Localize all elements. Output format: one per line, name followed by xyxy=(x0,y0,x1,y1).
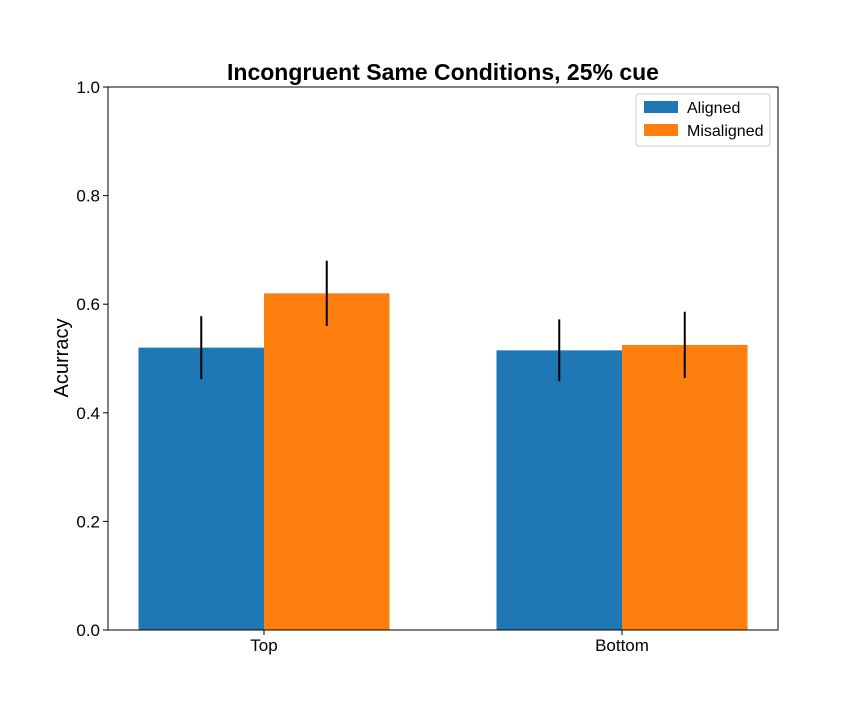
y-tick-label: 1.0 xyxy=(76,78,100,97)
axes-frame xyxy=(107,86,779,631)
x-tick-label: Bottom xyxy=(595,636,649,655)
y-tick-label: 0.6 xyxy=(76,295,100,314)
plot-area: 0.0 0.2 0.4 0.6 0.8 1.0 Top Bottom xyxy=(76,78,779,655)
bar-aligned-bottom xyxy=(496,350,622,630)
bar-misaligned-top xyxy=(264,293,390,630)
y-tick-label: 0.8 xyxy=(76,187,100,206)
legend: Aligned Misaligned xyxy=(635,93,771,147)
legend-label-misaligned: Misaligned xyxy=(687,123,763,140)
y-axis-label: Acurracy xyxy=(51,319,73,398)
y-tick-label: 0.2 xyxy=(76,512,100,531)
y-tick-label: 0.0 xyxy=(76,621,100,640)
chart-title: Incongruent Same Conditions, 25% cue xyxy=(227,59,659,85)
legend-swatch-misaligned xyxy=(644,124,678,136)
x-tick-label: Top xyxy=(250,636,277,655)
legend-label-aligned: Aligned xyxy=(687,100,740,117)
legend-swatch-aligned xyxy=(644,101,678,113)
bar-aligned-top xyxy=(138,347,264,630)
y-tick-label: 0.4 xyxy=(76,404,100,423)
bar-misaligned-bottom xyxy=(622,344,748,630)
